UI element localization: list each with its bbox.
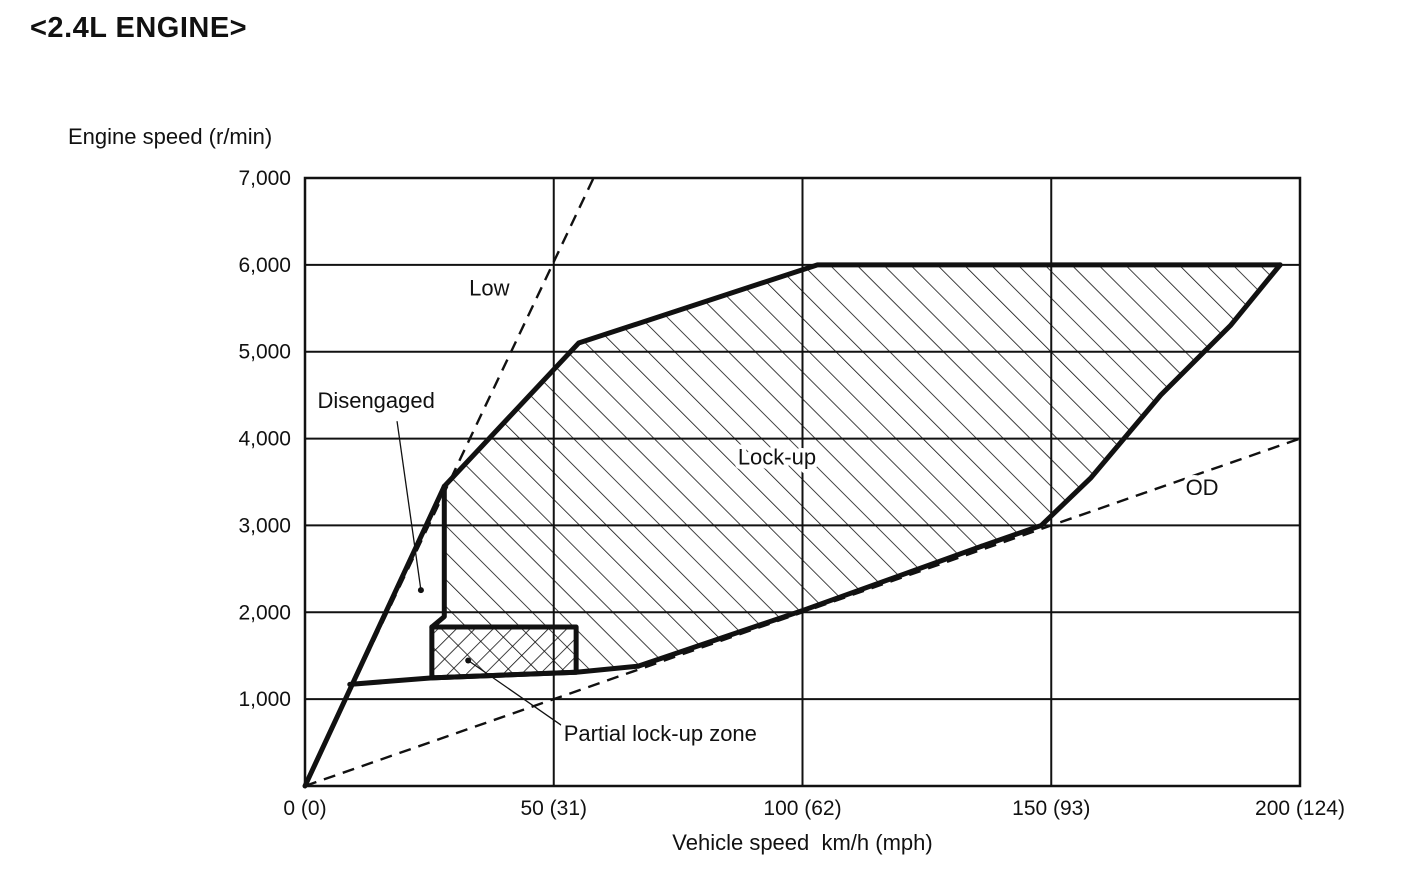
plot-frame [303,176,1302,788]
y-tick-label: 4,000 [238,428,291,451]
leader-dot [417,587,424,594]
y-tick-label: 2,000 [238,601,291,624]
x-tick-label: 200 (124) [1255,797,1345,820]
annotation-low: Low [469,275,509,300]
leader-line [467,659,562,726]
partial-lock-up-zone [431,627,577,678]
y-tick-label: 5,000 [238,341,291,364]
annotation-disengaged: Disengaged [317,388,434,413]
annotation-partial-lock-up-zone: Partial lock-up zone [564,721,757,746]
annotation-od: OD [1186,475,1219,500]
x-tick-label: 50 (31) [520,797,587,820]
page-title: <2.4L ENGINE> [30,12,248,44]
series-partial-zone-outline [429,624,579,681]
series-lockup-left-boundary [429,483,447,630]
series-engagement-line [302,483,447,789]
y-tick-label: 1,000 [238,688,291,711]
lock-up-zone [431,264,1281,678]
series-lockup-right-boundary [979,262,1283,549]
y-tick-label: 7,000 [238,167,291,190]
y-tick-label: 6,000 [238,254,291,277]
annotation-lock-up: Lock-up [738,445,816,470]
series-lockup-lower-boundary [635,543,985,669]
leader-line [396,421,422,591]
y-axis-title: Engine speed (r/min) [68,124,273,149]
leader-dot [465,657,472,664]
x-tick-label: 100 (62) [763,797,841,820]
y-tick-label: 3,000 [238,514,291,537]
series-Low [303,177,595,787]
series-lockup-upper-boundary [441,262,1283,489]
x-tick-label: 150 (93) [1012,797,1090,820]
x-tick-label: 0 (0) [283,797,326,820]
x-axis-title: Vehicle speed km/h (mph) [672,830,933,855]
